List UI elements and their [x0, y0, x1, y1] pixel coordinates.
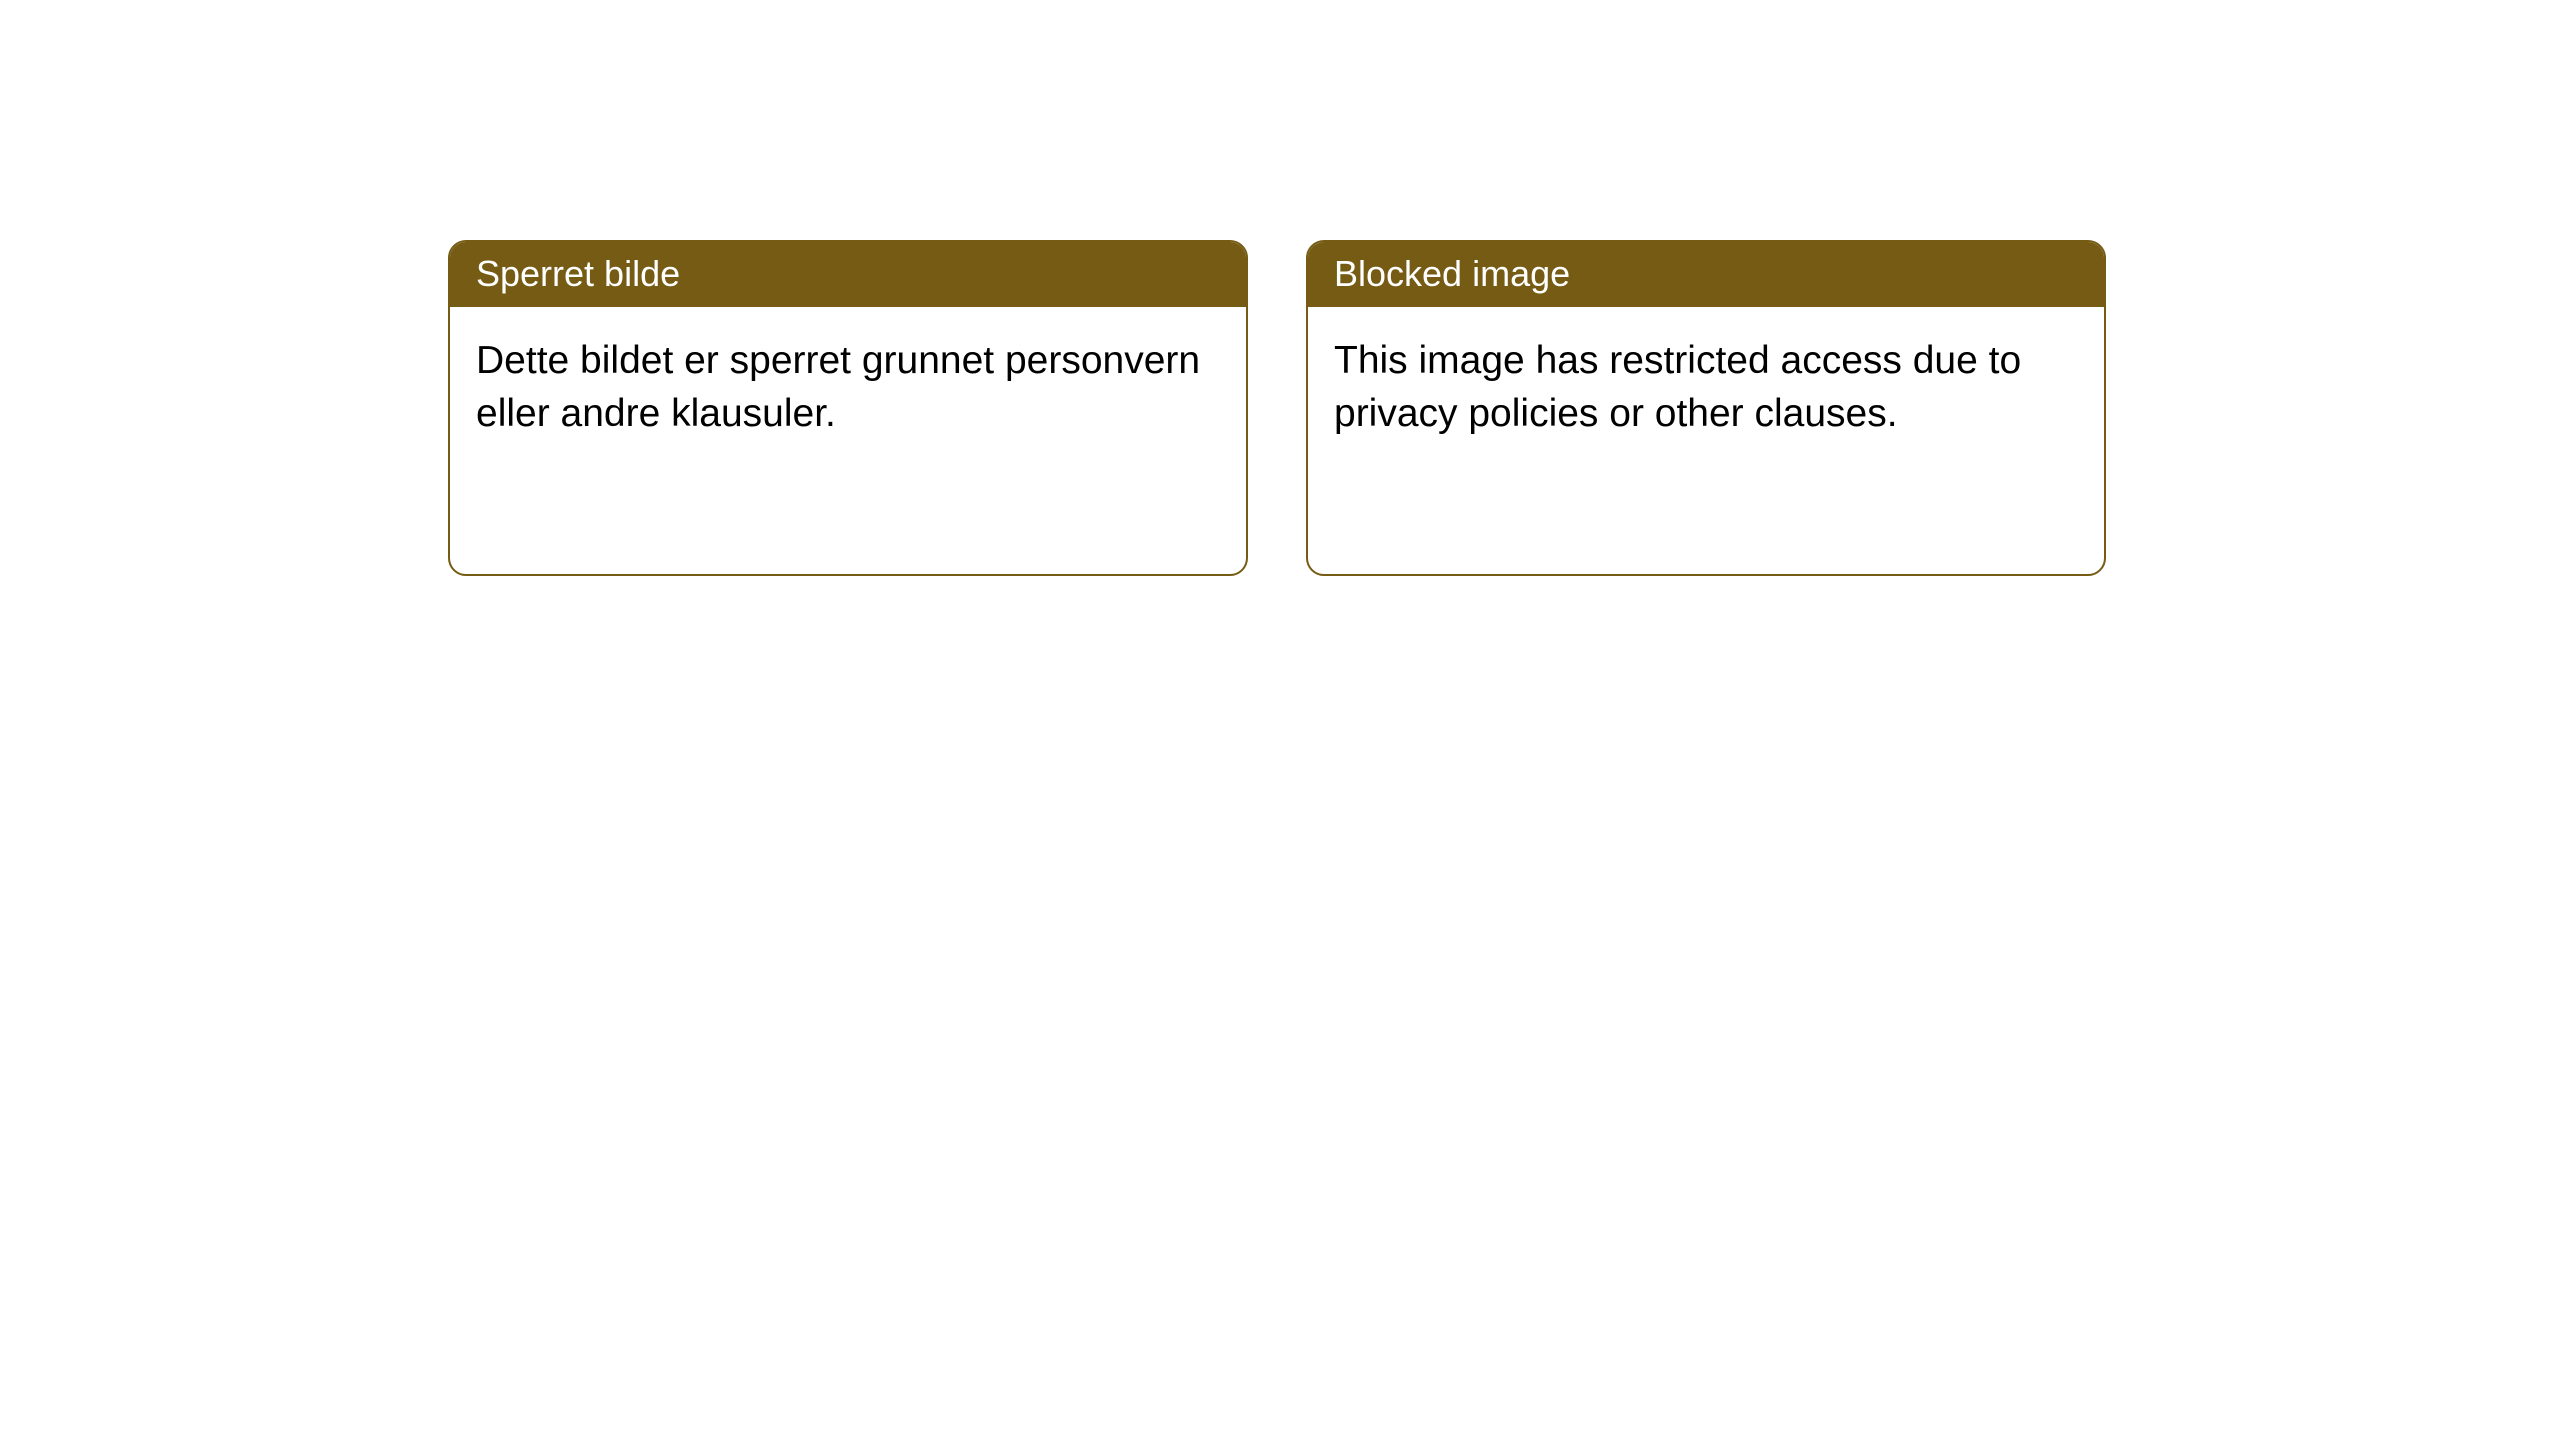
notice-container: Sperret bilde Dette bildet er sperret gr… [448, 240, 2106, 576]
notice-box-norwegian: Sperret bilde Dette bildet er sperret gr… [448, 240, 1248, 576]
notice-body-english: This image has restricted access due to … [1308, 307, 2104, 468]
notice-box-english: Blocked image This image has restricted … [1306, 240, 2106, 576]
notice-header-norwegian: Sperret bilde [450, 242, 1246, 307]
notice-header-english: Blocked image [1308, 242, 2104, 307]
notice-body-norwegian: Dette bildet er sperret grunnet personve… [450, 307, 1246, 468]
